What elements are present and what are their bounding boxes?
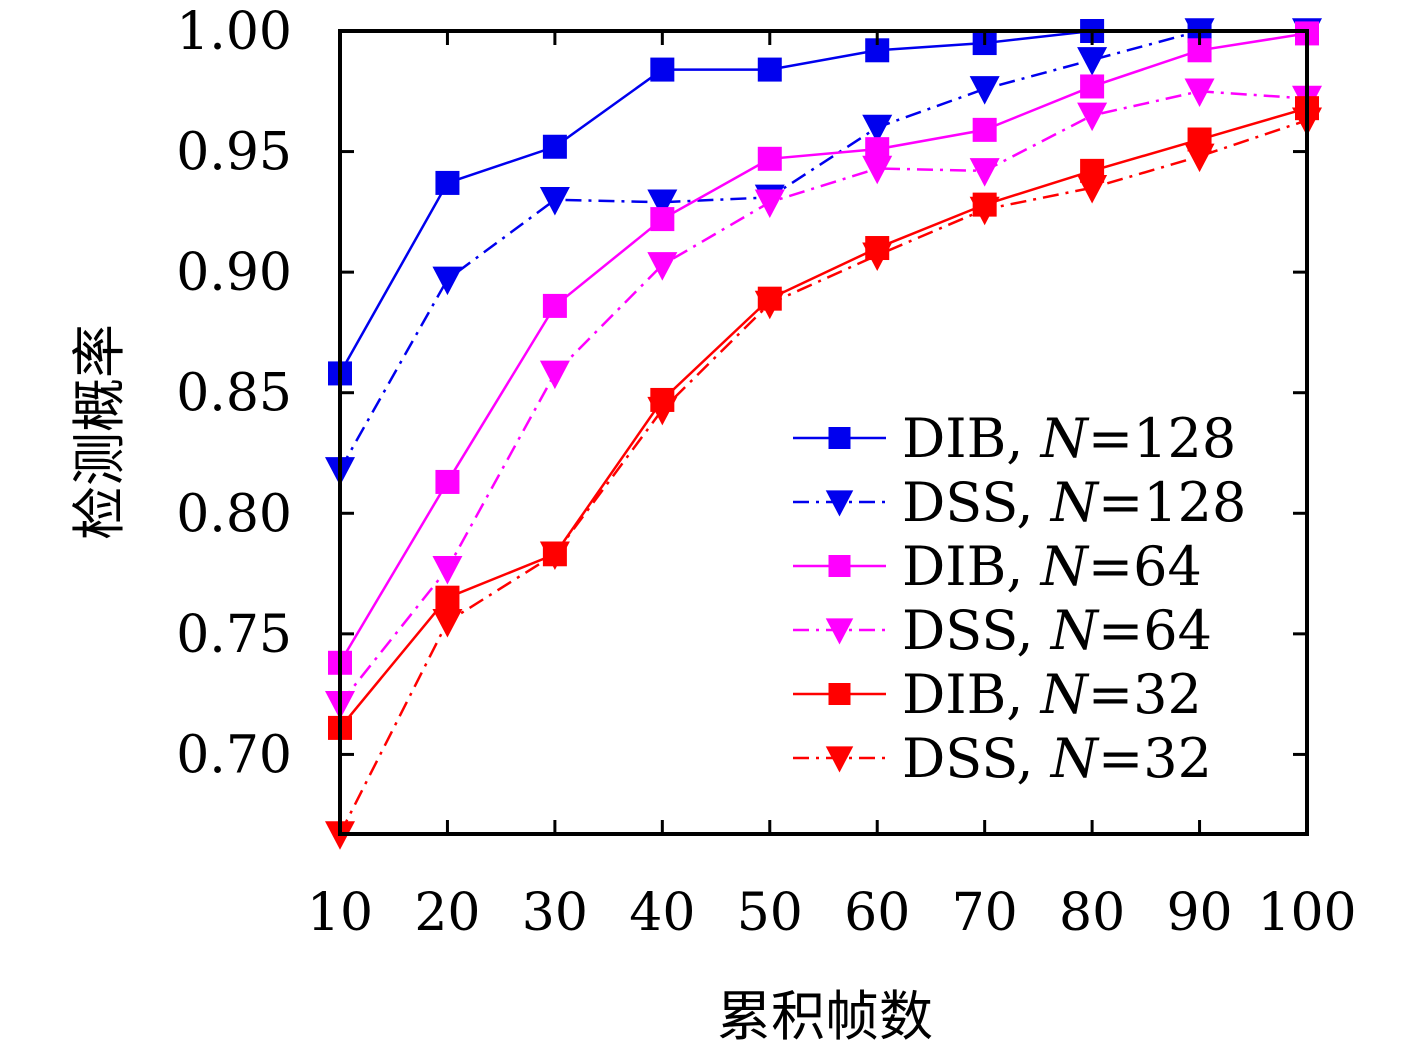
data-point xyxy=(435,469,460,494)
y-axis-title: 检测概率 xyxy=(68,324,131,540)
series-line xyxy=(338,29,1307,375)
data-point xyxy=(539,360,570,390)
data-point xyxy=(435,585,460,610)
data-point xyxy=(539,187,570,216)
y-tick-label: 0.90 xyxy=(176,243,292,303)
x-tick-label: 100 xyxy=(1257,883,1356,943)
data-point xyxy=(435,170,460,195)
data-point xyxy=(542,134,567,159)
data-point xyxy=(972,117,997,142)
data-point xyxy=(539,541,570,571)
data-point xyxy=(1184,78,1215,108)
legend-marker xyxy=(825,490,854,517)
data-point xyxy=(432,555,463,585)
x-tick-label: 60 xyxy=(844,883,910,943)
y-tick-label: 0.75 xyxy=(176,605,292,665)
data-point xyxy=(432,266,463,296)
x-tick-label: 90 xyxy=(1166,883,1232,943)
legend-label: DSS, N=128 xyxy=(902,471,1246,534)
legend-entry: DSS, N=32 xyxy=(793,727,1212,790)
data-point xyxy=(1077,47,1108,76)
data-point xyxy=(432,609,463,638)
legend-label: DIB, N=64 xyxy=(902,535,1202,598)
x-tick-label: 30 xyxy=(522,883,588,943)
legend-label: DSS, N=64 xyxy=(902,599,1212,662)
y-tick-label: 0.70 xyxy=(176,725,292,785)
series-line xyxy=(339,106,1308,729)
y-tick-label: 0.80 xyxy=(176,484,292,544)
series-line xyxy=(338,119,1308,835)
x-tick-label: 20 xyxy=(414,883,480,943)
data-point xyxy=(1184,143,1215,173)
legend-entry: DIB, N=64 xyxy=(793,535,1202,598)
data-point xyxy=(650,207,675,232)
series-line xyxy=(339,90,1308,705)
x-tick-label: 40 xyxy=(629,883,695,943)
legend-marker xyxy=(828,683,851,705)
x-tick-label: 80 xyxy=(1059,883,1125,943)
data-point xyxy=(754,290,785,320)
series-0 xyxy=(328,19,1319,386)
data-point xyxy=(647,396,678,426)
x-tick-label: 10 xyxy=(307,883,373,943)
y-tick-label: 0.85 xyxy=(176,364,292,424)
data-point xyxy=(754,189,785,218)
series-3 xyxy=(325,78,1322,720)
data-point xyxy=(650,57,675,82)
legend-marker xyxy=(828,427,851,449)
data-point xyxy=(1077,174,1108,204)
data-point xyxy=(647,189,678,218)
legend-entry: DSS, N=128 xyxy=(793,471,1246,534)
data-point xyxy=(757,57,782,82)
data-point xyxy=(757,146,782,171)
data-point xyxy=(862,242,893,272)
legend-label: DIB, N=128 xyxy=(902,407,1236,470)
y-tick-label: 0.95 xyxy=(176,123,292,183)
x-tick-label: 50 xyxy=(737,883,803,943)
legend-marker xyxy=(825,746,854,773)
legend-label: DSS, N=32 xyxy=(902,727,1212,790)
data-point xyxy=(969,76,1000,105)
x-axis-title: 累积帧数 xyxy=(717,985,933,1048)
legend-entry: DIB, N=32 xyxy=(793,663,1202,726)
data-point xyxy=(862,114,893,144)
legend-label: DIB, N=32 xyxy=(902,663,1202,726)
legend-marker xyxy=(825,618,854,645)
data-point xyxy=(542,293,567,318)
x-tick-label: 70 xyxy=(952,883,1018,943)
legend-entry: DIB, N=128 xyxy=(793,407,1236,470)
data-point xyxy=(647,252,678,281)
data-point xyxy=(1077,102,1108,132)
series-line xyxy=(338,29,1307,471)
series-line xyxy=(338,32,1308,664)
plot-frame xyxy=(338,29,1309,836)
legend-marker xyxy=(828,555,851,577)
data-point xyxy=(862,155,893,185)
legend-entry: DSS, N=64 xyxy=(793,599,1212,662)
y-tick-label: 1.00 xyxy=(176,2,292,62)
data-point xyxy=(1080,74,1105,99)
data-point xyxy=(969,196,1000,226)
axis-ticks: 10 20 30 40 50 60 70 80 90 100 0.70 0.75 0.80 0.85 0.9… xyxy=(176,2,1356,943)
data-point xyxy=(969,158,1000,187)
